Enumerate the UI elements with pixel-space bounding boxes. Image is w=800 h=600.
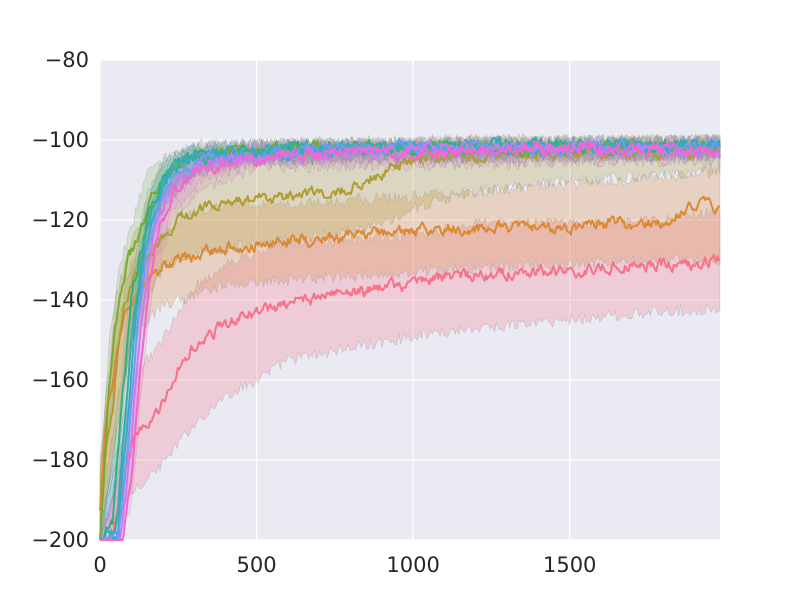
series-line xyxy=(100,140,721,541)
y-axis-ticks: −200 −180 −160 −140 −120 −100 −80 xyxy=(31,48,89,552)
series-lines xyxy=(99,135,721,541)
x-tick-label: 1000 xyxy=(386,553,439,577)
confidence-bands xyxy=(99,132,721,541)
series-band xyxy=(99,162,721,539)
x-axis-ticks: 0 500 1000 1500 xyxy=(93,553,596,577)
y-tick-label: −160 xyxy=(31,368,89,392)
y-tick-label: −140 xyxy=(31,288,89,312)
y-tick-label: −180 xyxy=(31,448,89,472)
y-tick-label: −200 xyxy=(31,528,89,552)
series-band xyxy=(99,134,721,541)
y-tick-label: −80 xyxy=(45,48,89,72)
x-tick-label: 1500 xyxy=(543,553,596,577)
x-tick-label: 500 xyxy=(237,553,277,577)
series-line xyxy=(100,253,721,541)
x-tick-label: 0 xyxy=(93,553,106,577)
y-tick-label: −100 xyxy=(31,128,89,152)
y-tick-label: −120 xyxy=(31,208,89,232)
series-line xyxy=(99,195,721,511)
